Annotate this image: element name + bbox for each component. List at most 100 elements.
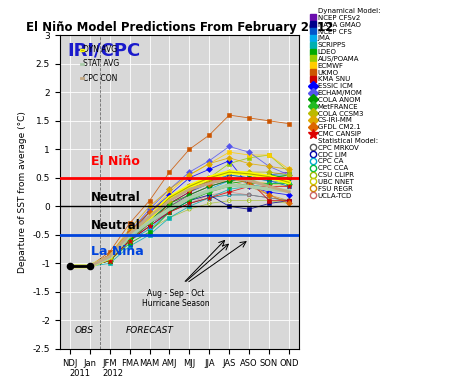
Point: [106, 254, 113, 261]
Point: [126, 229, 133, 235]
Point: [265, 183, 272, 189]
Point: [245, 178, 252, 184]
Point: [106, 252, 113, 258]
Point: [185, 200, 193, 207]
Point: [265, 192, 272, 198]
Point: [225, 155, 232, 161]
Point: [185, 200, 193, 207]
Point: [165, 203, 173, 209]
Point: [205, 192, 213, 198]
Point: [146, 209, 153, 215]
Point: [146, 218, 153, 224]
Point: [205, 132, 213, 138]
Point: [165, 203, 173, 209]
Point: [185, 192, 193, 198]
Point: [245, 175, 252, 181]
Point: [126, 234, 133, 241]
Point: [285, 169, 292, 175]
Point: [285, 178, 292, 184]
Point: [106, 252, 113, 258]
Point: [106, 254, 113, 261]
Point: [285, 198, 292, 204]
Point: [205, 175, 213, 181]
Point: [106, 252, 113, 258]
Point: [245, 155, 252, 161]
Point: [146, 209, 153, 215]
Point: [106, 254, 113, 261]
Point: [185, 172, 193, 178]
Point: [146, 198, 153, 204]
Point: [245, 175, 252, 181]
Point: [205, 175, 213, 181]
Point: [126, 229, 133, 235]
Text: Neutral: Neutral: [90, 219, 140, 232]
Point: [265, 172, 272, 178]
Point: [165, 192, 173, 198]
Point: [165, 214, 173, 221]
Point: [126, 234, 133, 241]
Text: 2011: 2011: [69, 368, 90, 377]
Point: [126, 238, 133, 244]
Point: [245, 178, 252, 184]
Text: 2012: 2012: [102, 368, 123, 377]
Point: [146, 218, 153, 224]
Point: [146, 206, 153, 212]
Point: [285, 200, 292, 207]
Point: [205, 195, 213, 201]
Point: [126, 234, 133, 241]
Text: El Niño: El Niño: [90, 155, 139, 168]
Point: [146, 220, 153, 227]
Point: [225, 160, 232, 167]
Point: [126, 238, 133, 244]
Text: FORECAST: FORECAST: [125, 326, 173, 335]
Point: [165, 214, 173, 221]
Point: [245, 192, 252, 198]
Point: [265, 163, 272, 170]
Point: [245, 175, 252, 181]
Point: [245, 198, 252, 204]
Point: [205, 180, 213, 187]
Point: [245, 175, 252, 181]
Legend: Dynamical Model:, NCEP CFSv2, NASA GMAO, NCEP CFS, JMA, SCRIPPS, LDEO, AUS/POAMA: Dynamical Model:, NCEP CFSv2, NASA GMAO,…: [309, 7, 380, 199]
Point: [225, 175, 232, 181]
Point: [285, 198, 292, 204]
Point: [245, 169, 252, 175]
Point: [225, 178, 232, 184]
Point: [245, 115, 252, 121]
Point: [185, 203, 193, 209]
Point: [106, 258, 113, 264]
Point: [265, 152, 272, 158]
Point: [106, 258, 113, 264]
Point: [285, 120, 292, 127]
Point: [165, 198, 173, 204]
Point: [225, 183, 232, 189]
Point: [205, 178, 213, 184]
Point: [126, 240, 133, 247]
Point: [285, 183, 292, 189]
Point: [265, 195, 272, 201]
Point: [146, 218, 153, 224]
Point: [205, 180, 213, 187]
Point: [146, 220, 153, 227]
Point: [265, 200, 272, 207]
Point: [126, 232, 133, 238]
Point: [285, 166, 292, 172]
Point: [205, 186, 213, 192]
Point: [86, 263, 93, 269]
Point: [245, 183, 252, 189]
Point: [185, 175, 193, 181]
Point: [285, 172, 292, 178]
Point: [265, 172, 272, 178]
Point: [185, 206, 193, 212]
Point: [165, 198, 173, 204]
Point: [146, 226, 153, 232]
Point: [106, 258, 113, 264]
Point: [106, 254, 113, 261]
Point: [146, 214, 153, 221]
Point: [225, 198, 232, 204]
Point: [265, 178, 272, 184]
Point: [185, 146, 193, 152]
Point: [285, 175, 292, 181]
Point: [285, 166, 292, 172]
Point: [225, 178, 232, 184]
